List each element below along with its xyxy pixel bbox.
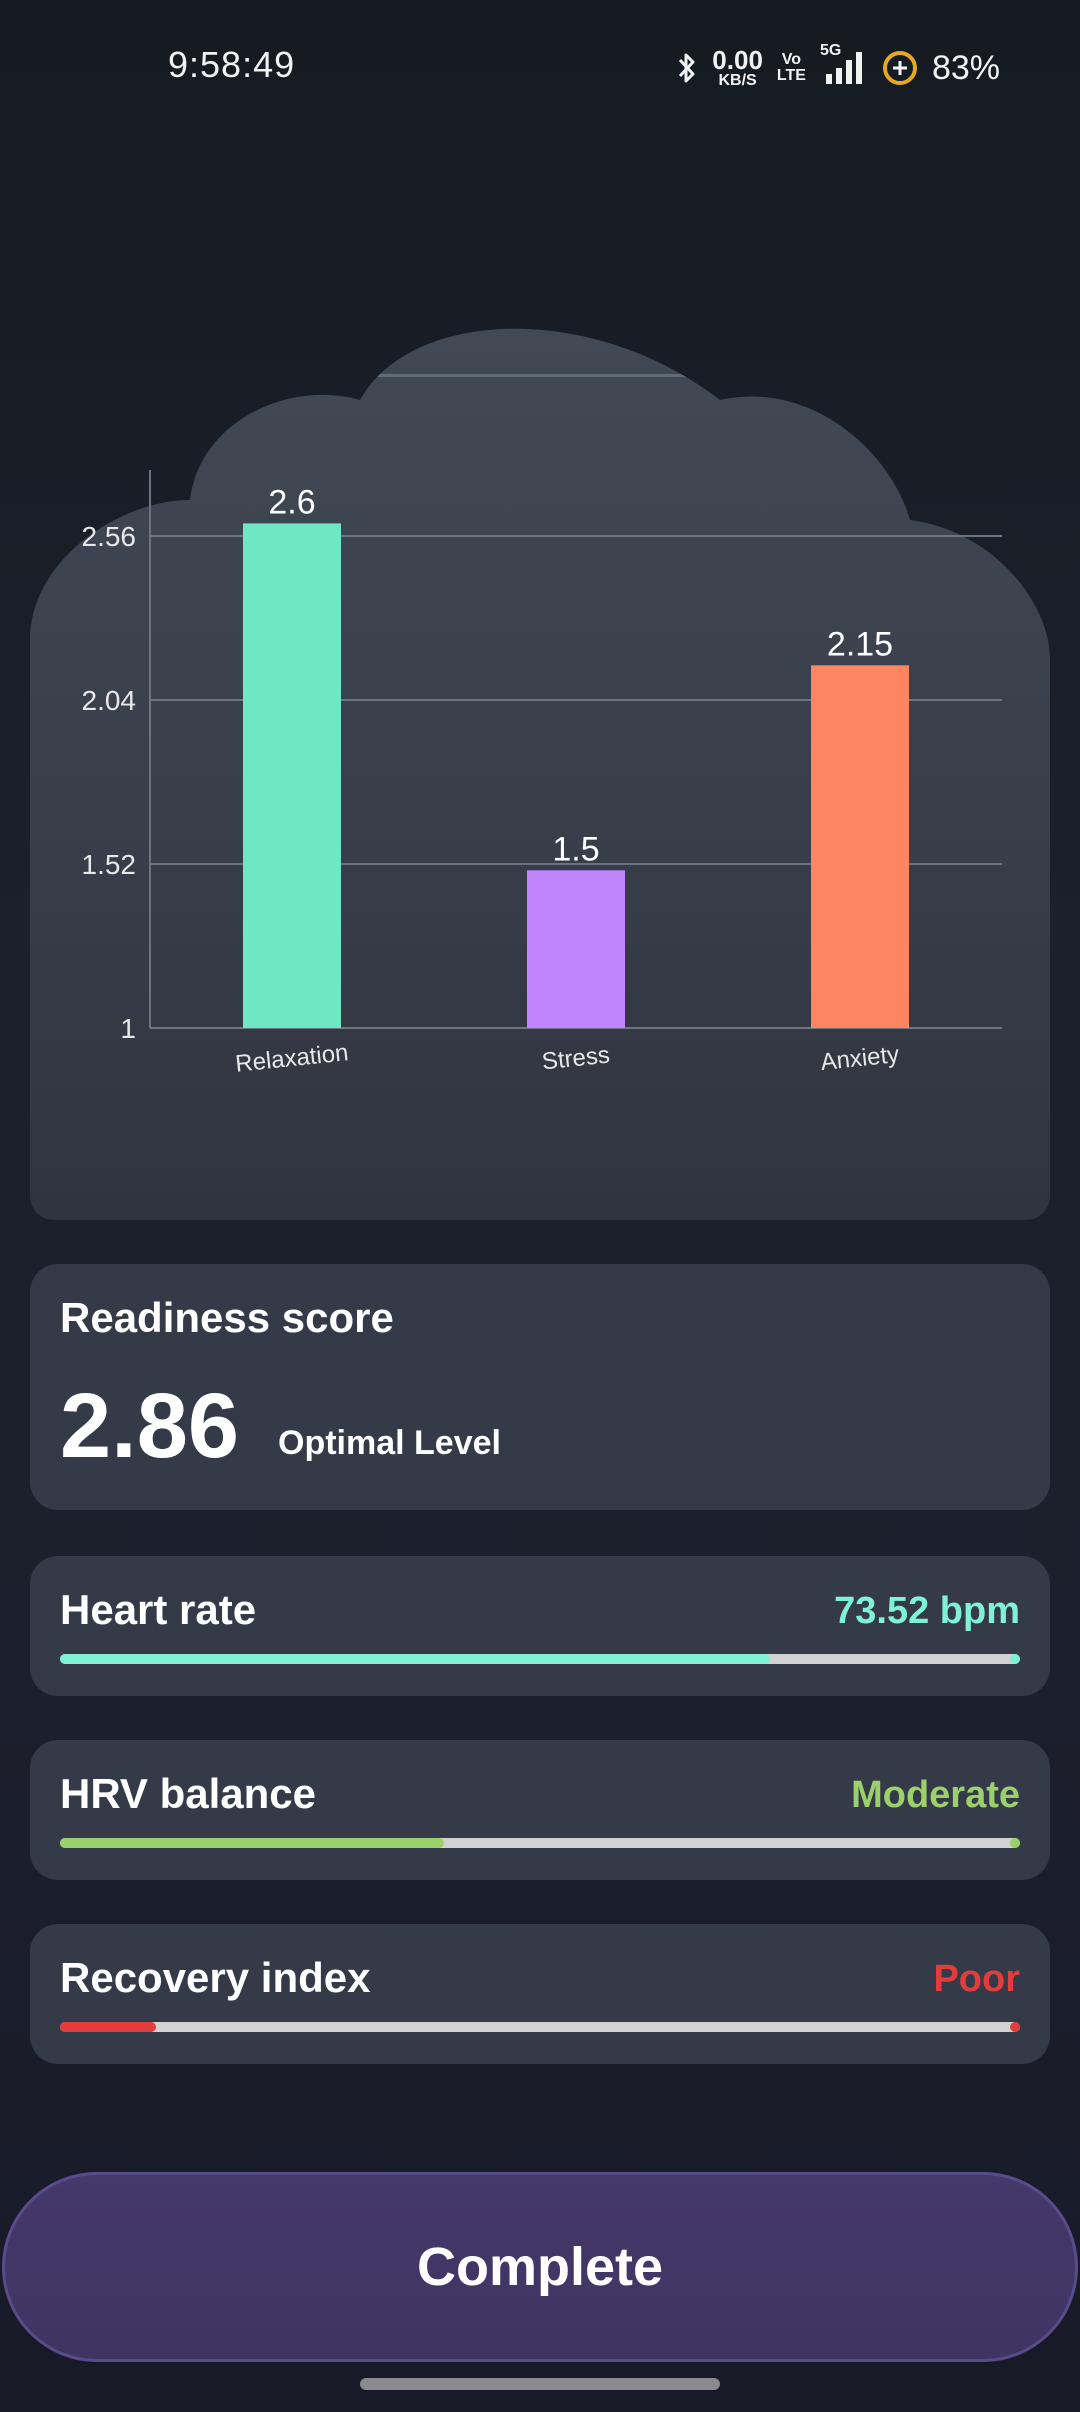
x-category-label: Anxiety <box>819 1041 900 1076</box>
home-indicator[interactable] <box>360 2378 720 2390</box>
signal-icon: 5G <box>820 42 868 88</box>
volte-indicator: Vo LTE <box>776 51 806 84</box>
recovery-index-progress <box>60 2022 1020 2032</box>
hrv-balance-progress-fill <box>60 1838 444 1848</box>
bluetooth-icon <box>679 53 695 83</box>
heart-rate-progress-fill <box>60 1654 771 1664</box>
heart-rate-card: Heart rate 73.52 bpm <box>30 1556 1050 1696</box>
heart-rate-value: 73.52 bpm <box>834 1590 1020 1632</box>
bar-relaxation <box>243 523 341 1028</box>
bar-stress <box>527 870 625 1028</box>
readiness-score: 2.86 <box>60 1375 240 1477</box>
complete-button[interactable]: Complete <box>2 2172 1078 2362</box>
status-bar: 9:58:49 0.00 KB/S Vo LTE 5G 83% <box>0 0 1080 140</box>
hrv-balance-progress-end <box>1010 1838 1020 1848</box>
status-time: 9:58:49 <box>168 44 296 85</box>
heart-rate-title: Heart rate <box>60 1586 257 1633</box>
recovery-index-title: Recovery index <box>60 1954 371 2001</box>
battery-percent: 83% <box>931 48 1000 87</box>
readiness-card: Readiness score 2.86 Optimal Level <box>30 1264 1050 1510</box>
hrv-balance-value: Moderate <box>851 1774 1020 1816</box>
y-tick-label: 1 <box>120 1013 136 1044</box>
bar-value-label: 1.5 <box>552 830 599 868</box>
bar-value-label: 2.15 <box>827 625 893 663</box>
readiness-level: Optimal Level <box>278 1424 501 1462</box>
recovery-index-progress-end <box>1010 2022 1020 2032</box>
heart-rate-progress <box>60 1654 1020 1664</box>
recovery-index-card: Recovery index Poor <box>30 1924 1050 2064</box>
readiness-title: Readiness score <box>60 1294 394 1341</box>
hrv-balance-card: HRV balance Moderate <box>30 1740 1050 1880</box>
status-icons: 0.00 KB/S Vo LTE 5G 83% <box>676 42 1000 92</box>
recovery-index-value: Poor <box>933 1958 1020 2000</box>
x-category-label: Stress <box>541 1042 611 1076</box>
heart-rate-progress-end <box>1010 1654 1020 1664</box>
bar-value-label: 2.6 <box>268 483 315 521</box>
bar-anxiety <box>811 665 909 1028</box>
y-tick-label: 1.52 <box>82 849 137 880</box>
hrv-balance-progress <box>60 1838 1020 1848</box>
y-tick-label: 2.56 <box>82 521 137 552</box>
x-category-label: Relaxation <box>234 1039 350 1078</box>
battery-saver-icon <box>882 51 917 85</box>
recovery-index-progress-fill <box>60 2022 156 2032</box>
network-speed: 0.00 KB/S <box>712 45 763 89</box>
hrv-balance-title: HRV balance <box>60 1770 316 1817</box>
bar-chart: 1 1.52 2.04 2.56 2.6 Relaxation 1.5 Stress 2.15… <box>82 470 1002 1078</box>
y-tick-label: 2.04 <box>82 685 137 716</box>
